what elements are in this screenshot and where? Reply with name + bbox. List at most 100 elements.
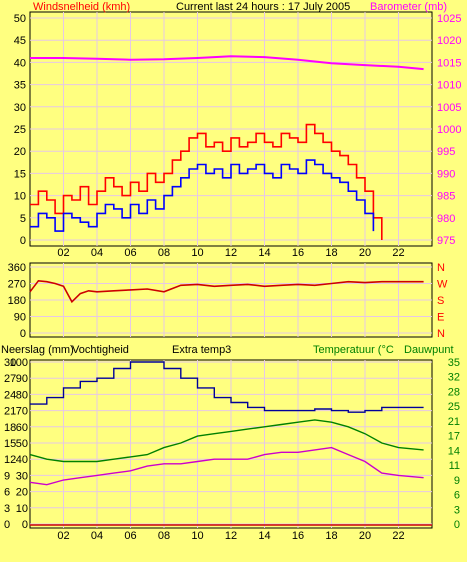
wind-y-tick: 45: [14, 35, 26, 47]
compass-y-tick: S: [437, 295, 444, 307]
climate-x-tick: 22: [392, 530, 404, 542]
wind-x-tick: 08: [158, 247, 170, 259]
temperature-y-tick: 28: [448, 386, 460, 398]
barometer-y-tick: 985: [437, 191, 455, 203]
barometer-y-tick: 975: [437, 235, 455, 247]
temperature-y-tick: 25: [448, 401, 460, 413]
rain-axis-label: Neerslag (mm): [1, 344, 74, 356]
humidity-y-tick: 10: [16, 503, 28, 515]
temperature-y-tick: 32: [448, 372, 460, 384]
wind-x-tick: 20: [359, 247, 371, 259]
temperature-y-tick: 3: [454, 504, 460, 516]
rain-y-tick: 3: [4, 503, 10, 515]
rain-y-tick: 30: [4, 357, 16, 369]
wind-x-tick: 16: [292, 247, 304, 259]
climate-panel-grid: [30, 360, 432, 528]
climate-x-tick: 10: [191, 530, 203, 542]
climate-panel-x-ticks: 02 04 06 08 10 12 14 16 18 20 22: [57, 530, 404, 542]
climate-x-tick: 14: [258, 530, 270, 542]
humidity-series: [30, 361, 424, 413]
barometer-y-tick: 1010: [437, 80, 461, 92]
direction-y-tick: 180: [8, 295, 26, 307]
wind-x-tick: 02: [57, 247, 69, 259]
barometer-y-tick: 1000: [437, 124, 461, 136]
climate-x-tick: 02: [57, 530, 69, 542]
rain-y-tick: 27: [4, 373, 16, 385]
humidity-y-tick: 70: [16, 406, 28, 418]
temperature-y-tick: 6: [454, 490, 460, 502]
wind-speed-axis-label: Windsnelheid (kmh): [33, 1, 130, 13]
climate-x-tick: 06: [124, 530, 136, 542]
temperature-y-tick: 14: [448, 445, 460, 457]
direction-panel-grid: [30, 263, 432, 337]
humidity-y-tick: 80: [16, 389, 28, 401]
temperature-series: [29, 419, 424, 463]
compass-y-tick: N: [437, 328, 445, 340]
wind-y-tick: 40: [14, 57, 26, 69]
rain-y-tick: 24: [4, 389, 16, 401]
barometer-series: [30, 55, 424, 71]
rain-y-tick: 6: [4, 487, 10, 499]
compass-y-tick: W: [437, 279, 448, 291]
rain-y-tick: 18: [4, 422, 16, 434]
climate-x-tick: 18: [325, 530, 337, 542]
compass-y-tick: N: [437, 262, 445, 274]
temperature-y-tick: 21: [448, 416, 460, 428]
wind-x-tick: 14: [258, 247, 270, 259]
wind-y-tick: 20: [14, 146, 26, 158]
humidity-y-tick: 50: [16, 438, 28, 450]
humidity-y-tick: 40: [16, 454, 28, 466]
temperature-axis-label: Temperatuur (°C: [313, 344, 394, 356]
barometer-axis-label: Barometer (mb): [370, 1, 447, 13]
humidity-y-tick: 100: [10, 357, 28, 369]
rain-y-tick: 21: [4, 406, 16, 418]
barometer-y-tick: 990: [437, 168, 455, 180]
direction-y-tick: 360: [8, 262, 26, 274]
barometer-y-tick: 980: [437, 213, 455, 225]
barometer-y-tick: 1005: [437, 102, 461, 114]
rain-y-tick: 15: [4, 438, 16, 450]
rain-y-tick: 12: [4, 454, 16, 466]
humidity-y-tick: 20: [16, 487, 28, 499]
wind-y-tick: 30: [14, 102, 26, 114]
barometer-y-tick: 995: [437, 146, 455, 158]
rain-y-tick: 9: [4, 470, 10, 482]
barometer-y-tick: 1020: [437, 35, 461, 47]
temperature-y-tick: 11: [449, 460, 460, 472]
wind-y-tick: 50: [14, 13, 26, 25]
climate-x-tick: 08: [158, 530, 170, 542]
extra-temp-label: Extra temp3: [172, 344, 231, 356]
direction-panel-series: [29, 279, 424, 304]
dewpoint-axis-label: Dauwpunt: [404, 344, 454, 356]
wind-panel-y-ticks: 0 975 5 980 10 985 15 990 20 995 25 1000 30 1005 35 101…: [14, 13, 462, 247]
wind-y-tick: 25: [14, 124, 26, 136]
humidity-axis-label: Vochtigheid: [72, 344, 129, 356]
wind-y-tick: 0: [20, 235, 26, 247]
temperature-y-tick: 35: [448, 357, 460, 369]
climate-x-tick: 12: [225, 530, 237, 542]
chart-title: Current last 24 hours : 17 July 2005: [176, 1, 350, 13]
direction-panel-y-ticks: 0 N 90 E 180 S 270 W 360 N: [8, 262, 448, 340]
direction-y-tick: 0: [20, 328, 26, 340]
barometer-y-tick: 1015: [437, 57, 461, 69]
wind-x-tick: 04: [91, 247, 103, 259]
direction-y-tick: 270: [8, 279, 26, 291]
temperature-y-tick: 17: [448, 431, 460, 443]
wind-y-tick: 10: [14, 191, 26, 203]
wind-panel-x-ticks: 02 04 06 08 10 12 14 16 18 20 22: [57, 247, 404, 259]
wind-x-tick: 18: [325, 247, 337, 259]
wind-y-tick: 35: [14, 80, 26, 92]
dewpoint-series: [29, 446, 424, 486]
wind-avg-series: [30, 159, 375, 232]
climate-x-tick: 16: [292, 530, 304, 542]
wind-y-tick: 15: [14, 168, 26, 180]
humidity-y-tick: 90: [16, 373, 28, 385]
climate-panel-series: [29, 361, 432, 526]
climate-x-tick: 04: [91, 530, 103, 542]
wind-x-tick: 12: [225, 247, 237, 259]
humidity-y-tick: 0: [22, 519, 28, 531]
wind-x-tick: 22: [392, 247, 404, 259]
